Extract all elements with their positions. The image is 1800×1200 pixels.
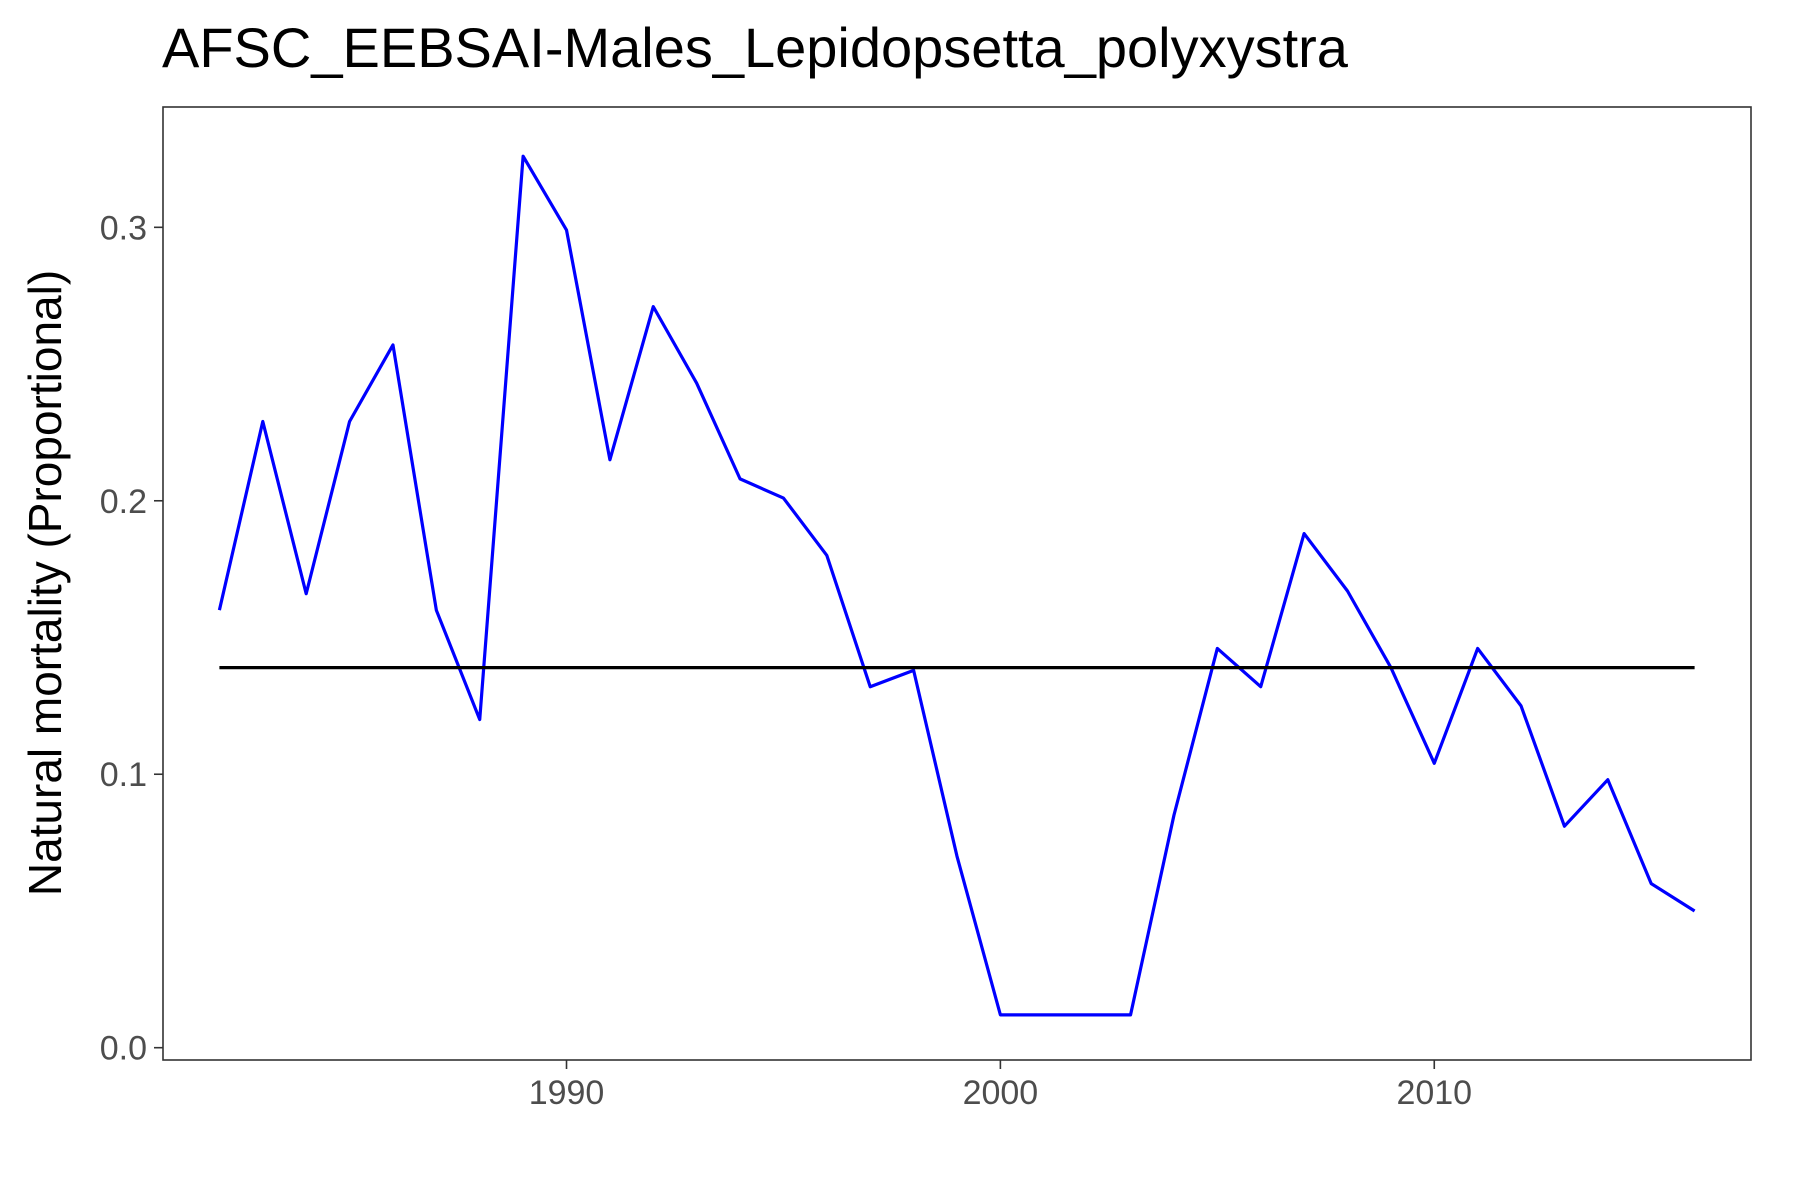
x-tick-label: 1990: [529, 1074, 605, 1112]
y-axis-label: Natural mortality (Proportional): [19, 270, 71, 896]
y-tick-label: 0.0: [100, 1030, 147, 1068]
y-tick-label: 0.3: [100, 209, 147, 247]
y-axis: 0.0 0.1 0.2 0.3: [100, 209, 163, 1068]
y-tick-label: 0.2: [100, 483, 147, 521]
x-tick-label: 2010: [1396, 1074, 1472, 1112]
chart-title: AFSC_EEBSAI-Males_Lepidopsetta_polyxystr…: [162, 16, 1349, 79]
y-tick-label: 0.1: [100, 756, 147, 794]
series-layer: [217, 154, 1696, 1017]
x-axis: 1990 2000 2010: [529, 1060, 1472, 1112]
panel-border: [162, 106, 1752, 1061]
x-tick-label: 2000: [963, 1074, 1039, 1112]
series-line-0: [217, 154, 1696, 1017]
plot-area: 1990 2000 2010 0.0 0.1 0.2 0.3: [100, 106, 1752, 1112]
